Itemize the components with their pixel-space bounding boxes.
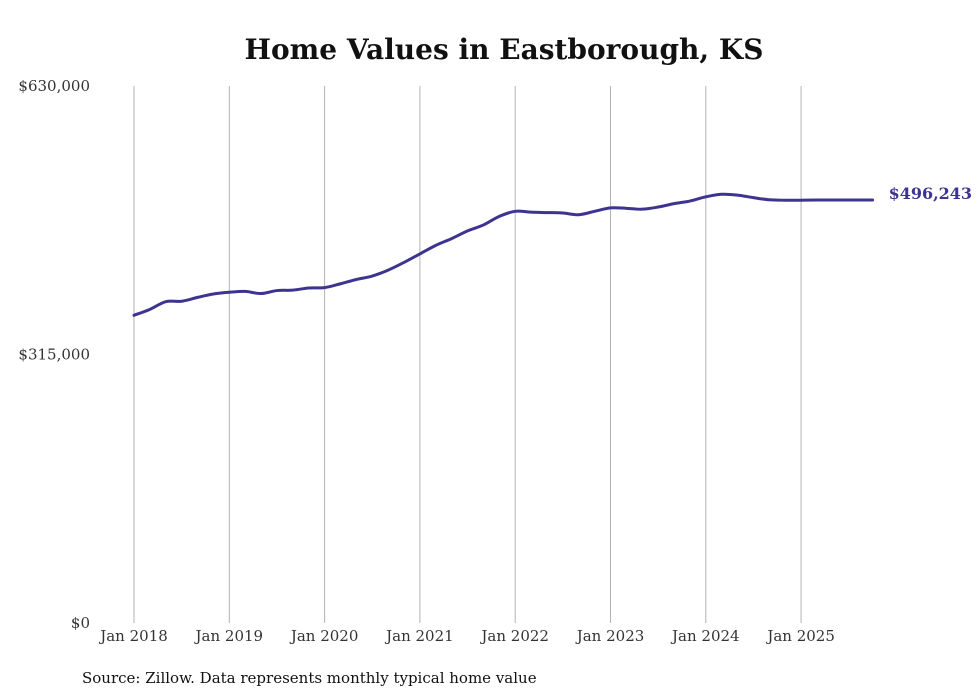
chart-title: Home Values in Eastborough, KS	[245, 33, 764, 66]
x-tick-label: Jan 2021	[384, 627, 454, 645]
grid-lines	[133, 86, 802, 623]
x-tick-label: Jan 2023	[575, 627, 645, 645]
source-note: Source: Zillow. Data represents monthly …	[82, 669, 537, 687]
x-tick-label: Jan 2018	[98, 627, 168, 645]
series-end-label: $496,243	[889, 184, 973, 203]
y-tick-label: $315,000	[18, 346, 90, 364]
series-line	[132, 192, 875, 317]
y-tick-label: $630,000	[18, 77, 90, 95]
x-axis: Jan 2018 Jan 2019 Jan 2020 Jan 2021 Jan 2022…	[98, 627, 835, 645]
x-tick-label: Jan 2020	[289, 627, 359, 645]
x-tick-label: Jan 2025	[765, 627, 835, 645]
series-layer: $496,243	[132, 184, 973, 317]
x-tick-label: Jan 2019	[194, 627, 264, 645]
y-axis: $0 $315,000 $630,000	[18, 77, 90, 632]
x-tick-label: Jan 2024	[670, 627, 740, 645]
x-tick-label: Jan 2022	[479, 627, 549, 645]
y-tick-label: $0	[71, 614, 90, 632]
